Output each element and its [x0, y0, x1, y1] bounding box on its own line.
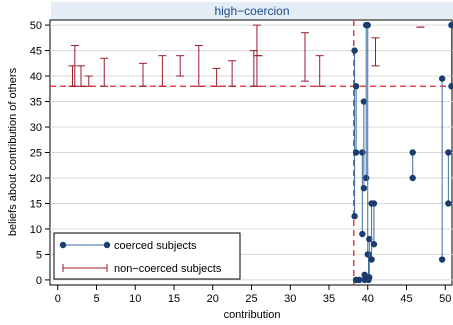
legend-box	[53, 232, 241, 280]
y-tick-label: 50	[30, 20, 42, 32]
x-tick-label: 35	[323, 293, 335, 305]
coerced-point-high	[409, 149, 416, 156]
x-tick-label: 30	[284, 293, 296, 305]
coerced-point-low	[352, 149, 360, 156]
coerced-point-high	[438, 75, 446, 82]
x-tick-label: 15	[168, 293, 180, 305]
legend-noncoerced-label: non−coerced subjects	[114, 263, 222, 275]
x-tick-label: 25	[245, 293, 257, 305]
chart-title: high−coercion	[214, 4, 289, 18]
x-tick-label: 45	[400, 293, 412, 305]
coerced-point-high	[448, 21, 453, 29]
coerced-point-low	[363, 174, 370, 182]
coerced-point-high	[364, 21, 371, 29]
coerced-point-low	[359, 230, 366, 238]
y-tick-label: 0	[36, 275, 42, 287]
title-band	[51, 2, 453, 19]
x-tick-label: 50	[439, 293, 451, 305]
y-tick-label: 30	[30, 122, 42, 134]
coerced-point-low	[370, 241, 378, 248]
coerced-point-high	[366, 235, 373, 243]
coerced-point-low	[366, 274, 373, 281]
legend-coerced-dot-left	[59, 241, 67, 249]
coerced-point-high	[365, 251, 372, 258]
y-tick-label: 5	[36, 249, 42, 261]
y-tick-label: 35	[30, 97, 42, 109]
coerced-point-high	[356, 276, 363, 284]
y-tick-label: 40	[30, 71, 42, 83]
coerced-point-low	[409, 174, 416, 182]
x-tick-label: 10	[129, 293, 141, 305]
y-tick-label: 20	[30, 173, 42, 185]
coerced-point-high	[445, 149, 452, 156]
coerced-point-low	[438, 256, 446, 263]
y-tick-label: 10	[30, 224, 42, 236]
x-tick-label: 20	[207, 293, 219, 305]
coerced-point-high	[359, 149, 366, 156]
x-tick-label: 0	[55, 293, 61, 305]
y-axis-label: beliefs about contribution of others	[7, 67, 19, 236]
legend-coerced-label: coerced subjects	[114, 240, 197, 252]
y-tick-label: 15	[30, 198, 42, 210]
y-tick-label: 25	[30, 148, 42, 160]
x-tick-label: 5	[93, 293, 99, 305]
coerced-point-low	[351, 213, 358, 220]
coerced-point-high	[360, 98, 368, 105]
y-tick-label: 45	[30, 46, 42, 58]
coerced-point-low	[360, 184, 368, 192]
coerced-point-low	[368, 256, 375, 263]
coerced-point-high	[352, 83, 360, 90]
x-tick-label: 40	[362, 293, 374, 305]
coerced-point-high	[351, 47, 358, 54]
coerced-point-high	[370, 200, 378, 207]
coerced-point-low	[445, 200, 452, 207]
legend-coerced-dot-right	[103, 241, 111, 249]
x-axis-label: contribution	[224, 309, 281, 321]
coerced-point-low	[448, 83, 453, 90]
